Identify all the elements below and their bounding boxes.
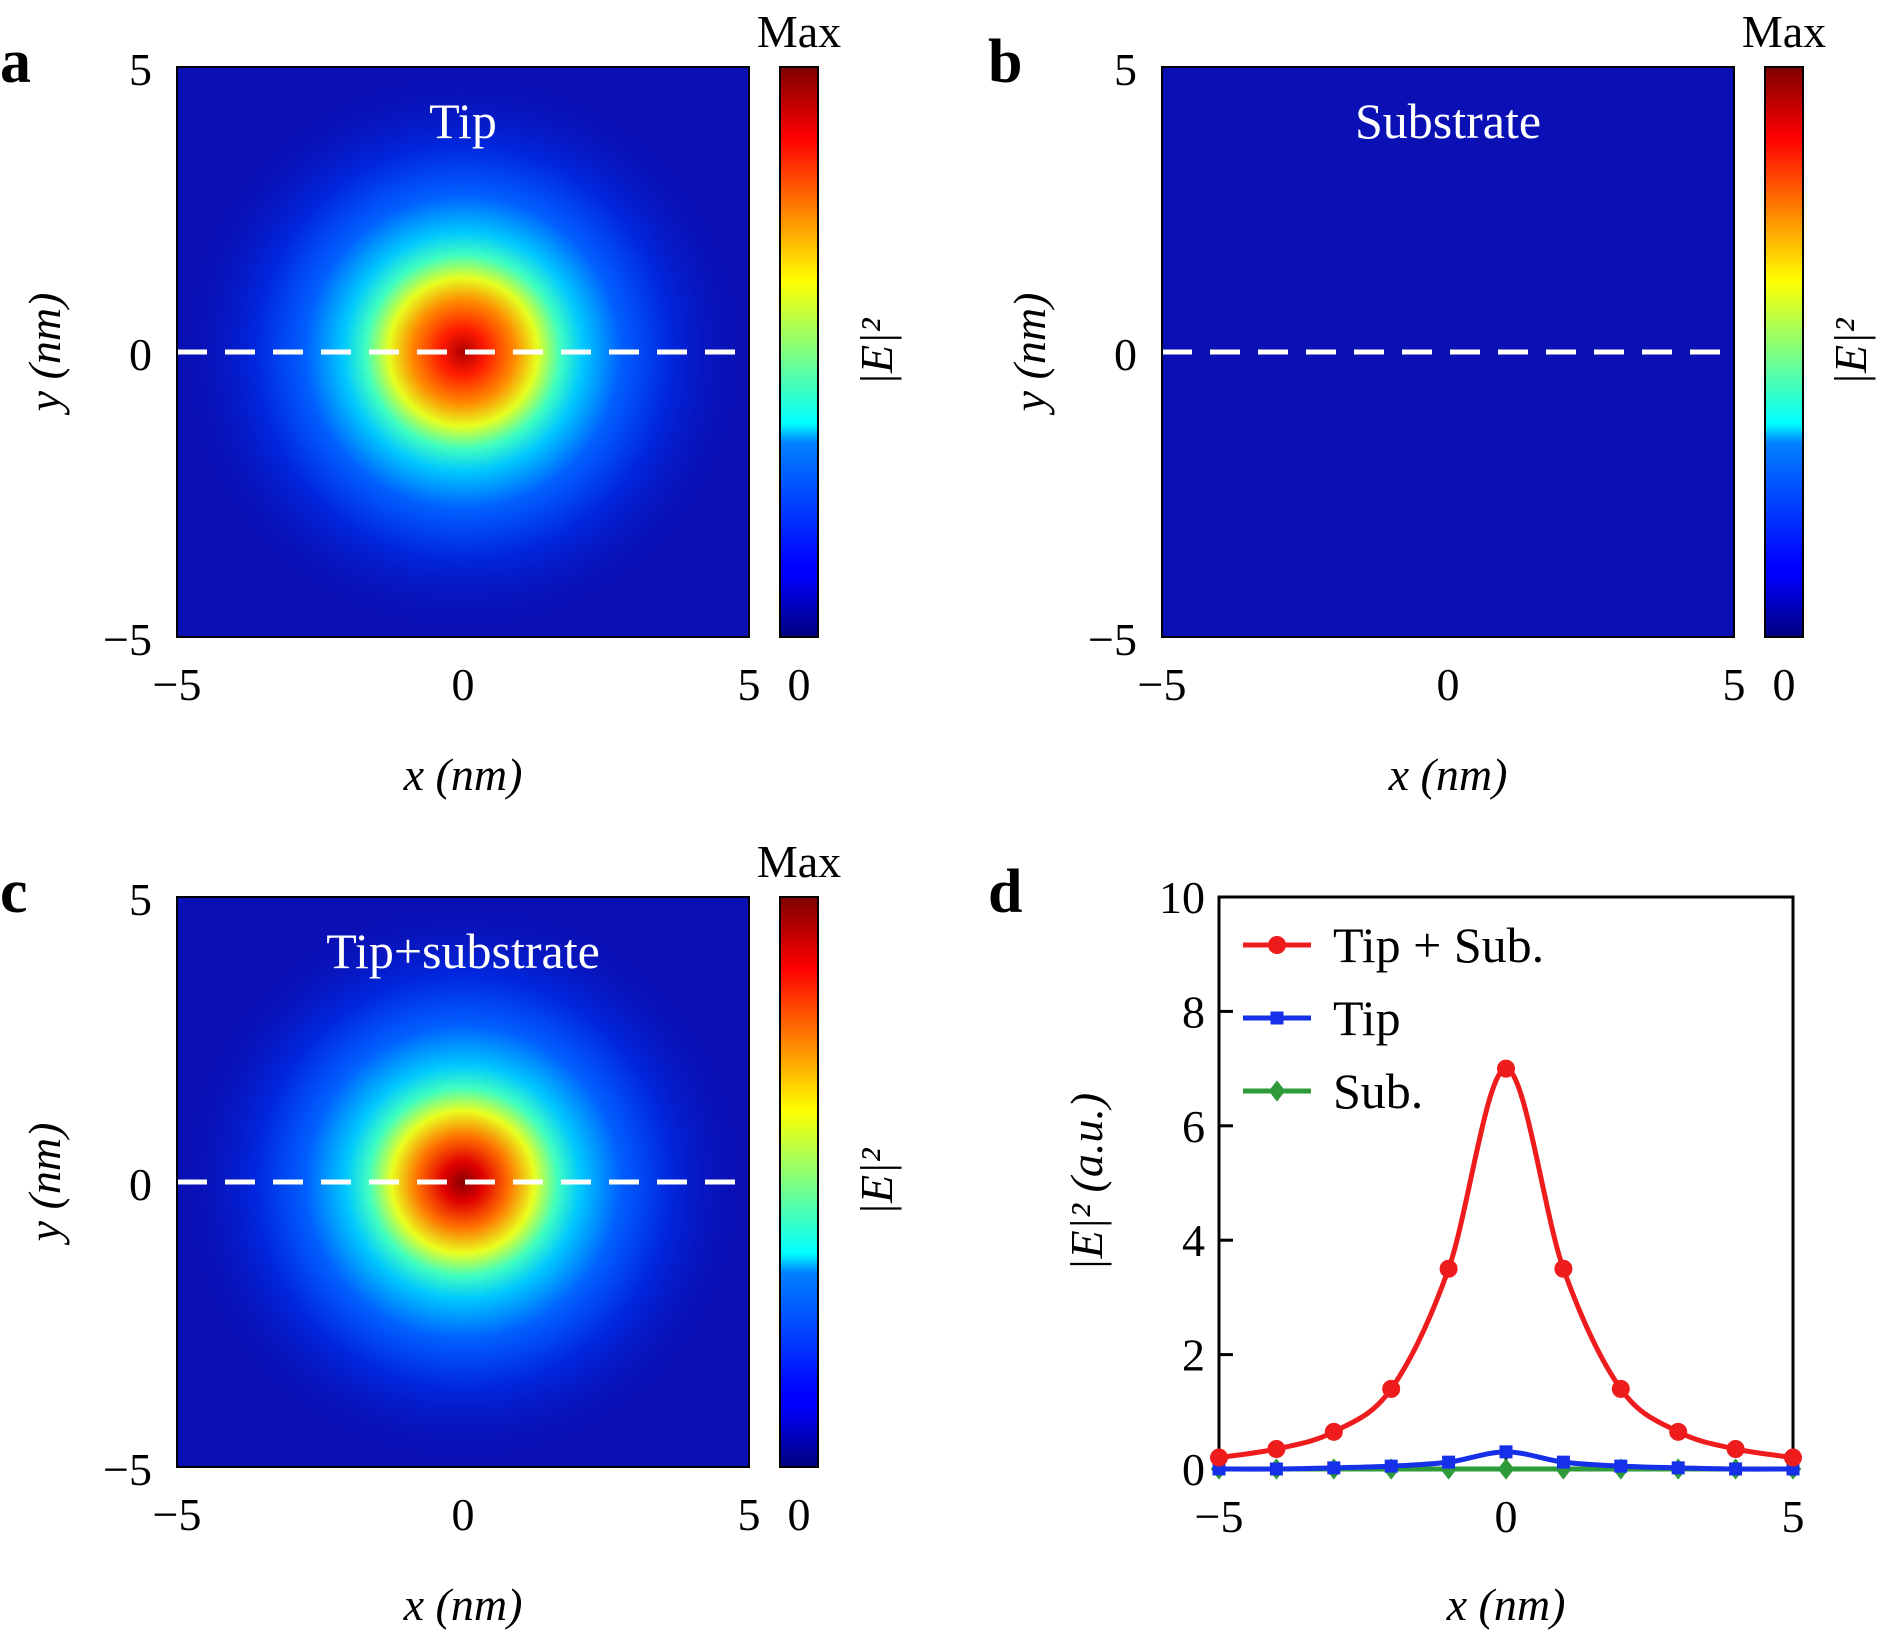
y-tick-b-bot: −5 bbox=[1088, 614, 1137, 665]
x-label-a: x (nm) bbox=[403, 749, 523, 800]
series-line-tip-sub bbox=[1218, 1066, 1794, 1461]
heatmap-b-background bbox=[1162, 67, 1734, 637]
colorbar-c-min: 0 bbox=[788, 1489, 811, 1540]
x-tick-a-mid: 0 bbox=[452, 659, 475, 710]
series-point-tip bbox=[1671, 1461, 1685, 1475]
x-label-c: x (nm) bbox=[403, 1579, 523, 1630]
series-point-tip bbox=[1499, 1445, 1513, 1459]
legend-label-sub: Sub. bbox=[1333, 1063, 1423, 1119]
series-point-tip bbox=[1384, 1459, 1398, 1473]
x-tick-b-right: 5 bbox=[1723, 659, 1746, 710]
colorbar-a-label: |E|² bbox=[851, 317, 902, 385]
panel-letter-a: a bbox=[0, 28, 31, 96]
colorbar-a-max: Max bbox=[757, 6, 841, 57]
colorbar-a-min: 0 bbox=[788, 659, 811, 710]
y-tick-label-d: 10 bbox=[1159, 872, 1205, 923]
legend-marker-tip-sub bbox=[1268, 936, 1286, 954]
panel-letter-c: c bbox=[0, 858, 28, 926]
legend-d: Tip + Sub. Tip Sub. bbox=[1243, 917, 1544, 1119]
colorbar-c bbox=[779, 896, 819, 1468]
panel-b: b Substrate 5 0 −5 −5 0 5 x (nm) y (nm) … bbox=[988, 6, 1876, 800]
series-point-tip-sub bbox=[1439, 1259, 1458, 1278]
y-tick-b-top: 5 bbox=[1114, 44, 1137, 95]
x-tick-c-right: 5 bbox=[738, 1489, 761, 1540]
series-point-tip-sub bbox=[1324, 1422, 1343, 1441]
series-point-tip bbox=[1729, 1462, 1743, 1476]
x-tick-label-d: 0 bbox=[1495, 1491, 1518, 1542]
y-label-c: y (nm) bbox=[19, 1123, 70, 1246]
series-point-tip bbox=[1327, 1461, 1341, 1475]
heatmap-a-title: Tip bbox=[429, 93, 497, 149]
panel-a: a Tip 5 0 −5 −5 0 5 x (nm) y (nm) Max 0 … bbox=[0, 6, 902, 800]
y-tick-label-d: 8 bbox=[1182, 986, 1205, 1037]
legend-marker-tip bbox=[1270, 1011, 1284, 1025]
series-point-tip-sub bbox=[1611, 1379, 1630, 1398]
series-point-tip-sub bbox=[1784, 1448, 1802, 1467]
x-tick-label-d: 5 bbox=[1782, 1491, 1805, 1542]
colorbar-b-max: Max bbox=[1742, 6, 1826, 57]
colorbar-b-min: 0 bbox=[1773, 659, 1796, 710]
series-point-tip-sub bbox=[1669, 1422, 1688, 1441]
colorbar-a bbox=[779, 66, 819, 638]
panel-letter-d: d bbox=[988, 858, 1022, 926]
x-label-d: x (nm) bbox=[1446, 1579, 1566, 1630]
x-tick-c-mid: 0 bbox=[452, 1489, 475, 1540]
y-axis-ticks-d: 0 2 4 6 8 10 bbox=[1159, 872, 1233, 1495]
x-tick-a-left: −5 bbox=[153, 659, 202, 710]
y-tick-c-top: 5 bbox=[129, 874, 152, 925]
series-point-tip bbox=[1614, 1459, 1628, 1473]
y-tick-b-mid: 0 bbox=[1114, 329, 1137, 380]
panel-letter-b: b bbox=[988, 28, 1022, 96]
x-tick-c-left: −5 bbox=[153, 1489, 202, 1540]
series-point-tip-sub bbox=[1210, 1448, 1228, 1467]
line-series-d bbox=[1210, 1059, 1802, 1480]
y-label-d: |E|² (a.u.) bbox=[1061, 1093, 1112, 1271]
series-point-tip bbox=[1442, 1455, 1456, 1469]
y-tick-label-d: 2 bbox=[1182, 1330, 1205, 1381]
series-point-tip bbox=[1269, 1462, 1283, 1476]
y-tick-label-d: 6 bbox=[1182, 1101, 1205, 1152]
y-label-a: y (nm) bbox=[19, 293, 70, 416]
series-point-sub bbox=[1497, 1458, 1515, 1480]
y-tick-label-d: 4 bbox=[1182, 1215, 1205, 1266]
line-chart-d-frame bbox=[1217, 895, 1795, 1471]
series-point-tip-sub bbox=[1726, 1439, 1745, 1458]
series-point-tip-sub bbox=[1554, 1259, 1573, 1278]
heatmap-c-title: Tip+substrate bbox=[326, 923, 600, 979]
series-point-tip bbox=[1556, 1455, 1570, 1469]
heatmap-b-title: Substrate bbox=[1355, 93, 1541, 149]
heatmap-b-frame bbox=[1161, 66, 1735, 638]
y-tick-a-top: 5 bbox=[129, 44, 152, 95]
y-tick-label-d: 0 bbox=[1182, 1444, 1205, 1495]
y-tick-c-mid: 0 bbox=[129, 1159, 152, 1210]
heatmap-c-hotspot bbox=[177, 897, 749, 1467]
panel-c: c Tip+substrate 5 0 −5 −5 0 5 x (nm) y (… bbox=[0, 836, 902, 1630]
legend-marker-sub bbox=[1268, 1080, 1286, 1102]
y-tick-c-bot: −5 bbox=[103, 1444, 152, 1495]
legend-label-tip: Tip bbox=[1333, 990, 1401, 1046]
colorbar-c-max: Max bbox=[757, 836, 841, 887]
x-tick-a-right: 5 bbox=[738, 659, 761, 710]
series-point-tip-sub bbox=[1267, 1439, 1286, 1458]
y-tick-a-bot: −5 bbox=[103, 614, 152, 665]
heatmap-c-frame bbox=[176, 896, 750, 1468]
heatmap-a-hotspot bbox=[177, 67, 749, 637]
series-point-tip-sub bbox=[1497, 1059, 1515, 1078]
colorbar-c-label: |E|² bbox=[851, 1147, 902, 1215]
legend-label-tip-sub: Tip + Sub. bbox=[1333, 917, 1544, 973]
y-label-b: y (nm) bbox=[1004, 293, 1055, 416]
series-point-tip-sub bbox=[1382, 1379, 1401, 1398]
x-axis-ticks-d: −5 0 5 bbox=[1195, 1455, 1805, 1542]
x-label-b: x (nm) bbox=[1388, 749, 1508, 800]
x-tick-b-mid: 0 bbox=[1437, 659, 1460, 710]
heatmap-a-frame bbox=[176, 66, 750, 638]
x-tick-b-left: −5 bbox=[1138, 659, 1187, 710]
x-tick-label-d: −5 bbox=[1195, 1491, 1244, 1542]
y-tick-a-mid: 0 bbox=[129, 329, 152, 380]
colorbar-b-label: |E|² bbox=[1825, 317, 1876, 385]
colorbar-b bbox=[1764, 66, 1804, 638]
